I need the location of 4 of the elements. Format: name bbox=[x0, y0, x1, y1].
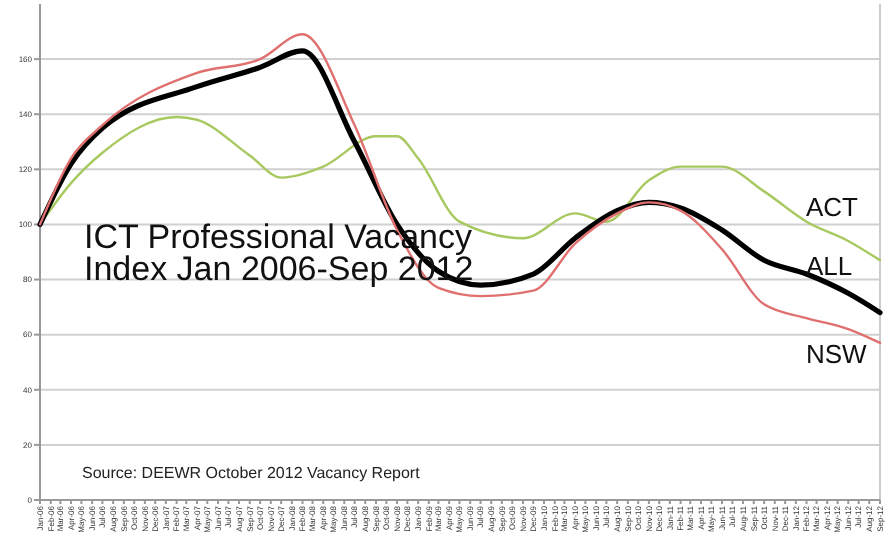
series-label: ALL bbox=[806, 250, 853, 281]
annotation: Source: DEEWR October 2012 Vacancy Report bbox=[82, 464, 422, 482]
series-label: NSW bbox=[806, 338, 869, 369]
series-label: ACT bbox=[806, 192, 859, 223]
